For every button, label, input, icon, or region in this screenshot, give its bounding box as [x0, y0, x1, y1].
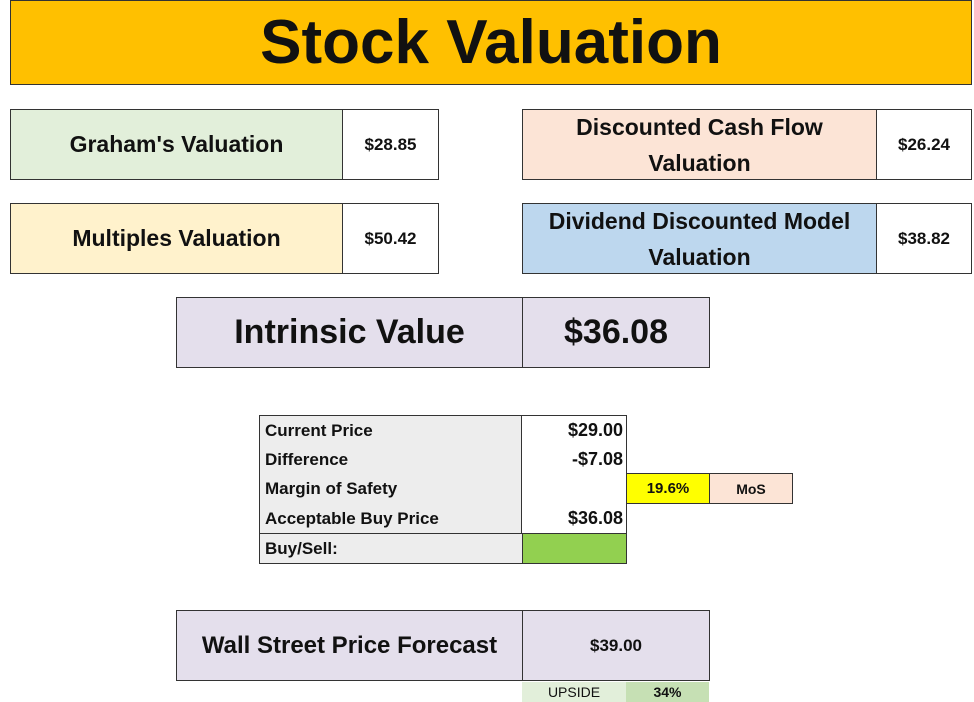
row-label: Difference	[265, 449, 349, 469]
valuation-label: Multiples Valuation	[10, 203, 343, 274]
forecast-label: Wall Street Price Forecast	[176, 610, 523, 681]
row-label: Current Price	[265, 420, 373, 440]
valuation-value: $26.24	[876, 109, 972, 180]
row-value: $29.00	[567, 420, 623, 440]
mos-label: MoS	[709, 473, 793, 504]
row-label: Margin of Safety	[265, 479, 398, 498]
upside-value: 34%	[626, 682, 709, 702]
valuation-label: Discounted Cash Flow Valuation	[522, 109, 877, 180]
table-shade	[260, 416, 522, 533]
row-value: $36.08	[567, 508, 623, 528]
row-label: Buy/Sell:	[259, 533, 523, 564]
valuation-value: $50.42	[342, 203, 439, 274]
title: Stock Valuation	[10, 0, 972, 85]
row-label: Acceptable Buy Price	[265, 508, 439, 528]
mos-value: 19.6%	[626, 473, 710, 504]
intrinsic-label: Intrinsic Value	[176, 297, 523, 368]
valuation-value: $38.82	[876, 203, 972, 274]
row-value: -$7.08	[571, 449, 623, 469]
valuation-value: $28.85	[342, 109, 439, 180]
valuation-label: Graham's Valuation	[10, 109, 343, 180]
row-value	[522, 533, 627, 564]
row-value	[523, 474, 626, 504]
upside-label: UPSIDE	[522, 682, 626, 702]
valuation-label: Dividend Discounted Model Valuation	[522, 203, 877, 274]
forecast-value: $39.00	[522, 610, 710, 681]
intrinsic-value: $36.08	[522, 297, 710, 368]
